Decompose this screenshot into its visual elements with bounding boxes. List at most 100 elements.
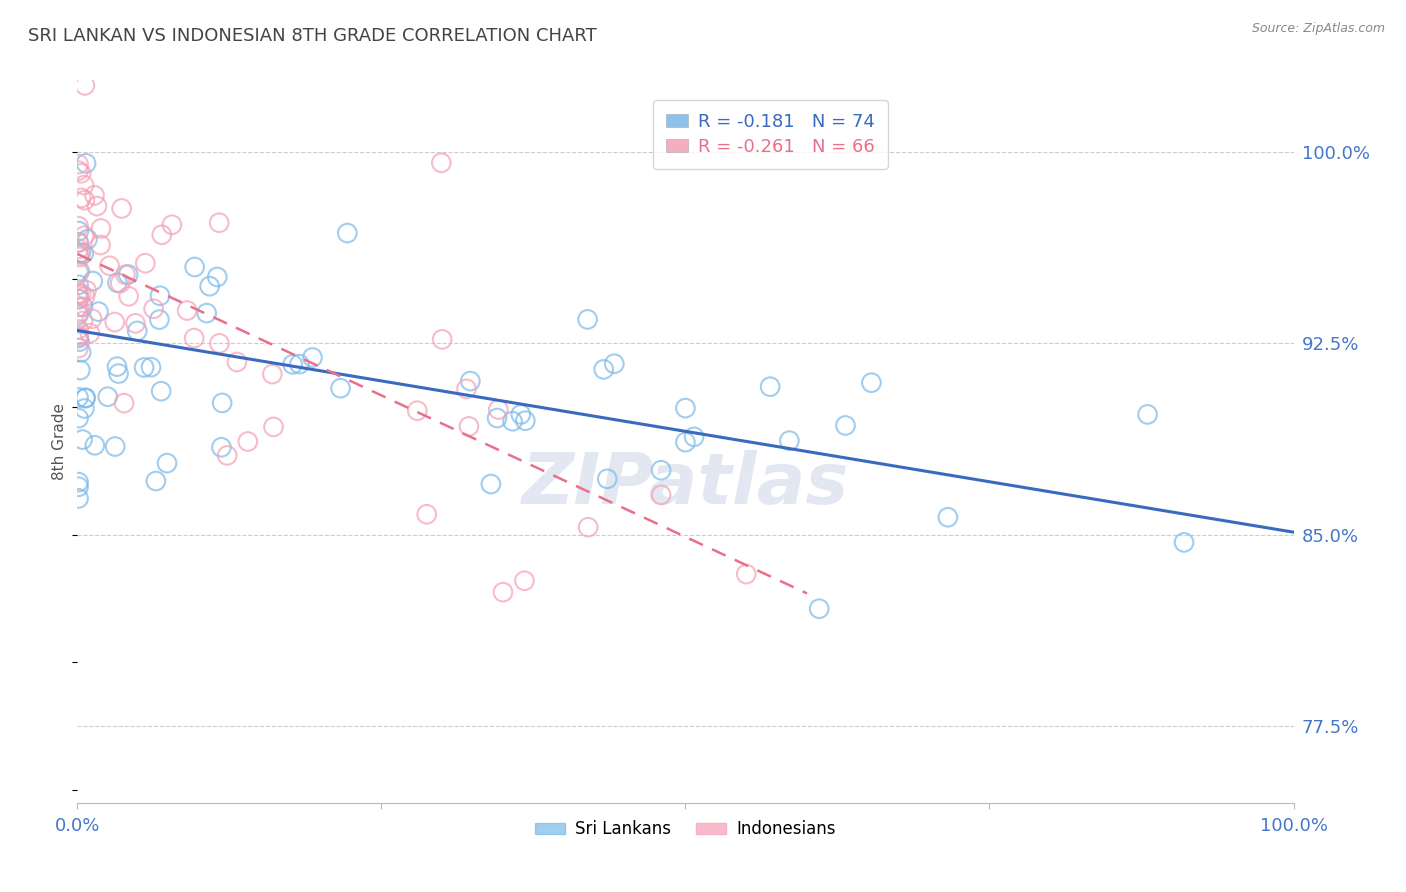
Point — [82, 274, 104, 288]
Point — [150, 227, 173, 242]
Point — [67, 288, 90, 302]
Legend: Sri Lankans, Indonesians: Sri Lankans, Indonesians — [529, 814, 842, 845]
Point — [73, 228, 96, 243]
Point — [67, 286, 90, 301]
Point — [117, 268, 139, 282]
Text: Source: ZipAtlas.com: Source: ZipAtlas.com — [1251, 22, 1385, 36]
Point — [67, 266, 90, 280]
Point — [460, 374, 482, 388]
Point — [301, 351, 323, 365]
Point — [104, 315, 127, 329]
Point — [509, 408, 531, 422]
Point — [104, 440, 127, 454]
Point — [67, 219, 90, 234]
Point — [75, 391, 97, 405]
Point — [132, 360, 155, 375]
Point — [83, 188, 105, 202]
Point — [107, 276, 129, 290]
Point — [67, 235, 90, 250]
Point — [67, 163, 90, 178]
Point — [263, 420, 285, 434]
Point — [1173, 535, 1195, 549]
Point — [80, 311, 103, 326]
Text: SRI LANKAN VS INDONESIAN 8TH GRADE CORRELATION CHART: SRI LANKAN VS INDONESIAN 8TH GRADE CORRE… — [28, 27, 598, 45]
Point — [149, 289, 172, 303]
Point — [67, 277, 90, 292]
Point — [808, 601, 831, 615]
Point — [67, 157, 90, 171]
Point — [486, 402, 509, 417]
Point — [759, 379, 782, 393]
Point — [73, 289, 96, 303]
Point — [148, 312, 170, 326]
Point — [207, 270, 229, 285]
Point — [69, 264, 91, 278]
Point — [67, 224, 90, 238]
Point — [72, 433, 94, 447]
Point — [288, 357, 311, 371]
Point — [430, 155, 453, 169]
Point — [336, 226, 359, 240]
Point — [458, 419, 481, 434]
Point — [83, 438, 105, 452]
Point — [576, 312, 599, 326]
Point — [150, 384, 173, 399]
Point — [176, 303, 198, 318]
Point — [486, 411, 509, 425]
Point — [114, 268, 136, 282]
Point — [72, 314, 94, 328]
Text: ZIPatlas: ZIPatlas — [522, 450, 849, 519]
Point — [67, 292, 90, 306]
Point — [69, 334, 91, 349]
Point — [67, 411, 90, 425]
Point — [208, 336, 231, 351]
Point — [134, 256, 156, 270]
Point — [90, 221, 112, 235]
Point — [67, 391, 90, 405]
Point — [217, 449, 239, 463]
Point — [73, 178, 96, 193]
Point — [515, 414, 537, 428]
Point — [142, 301, 165, 316]
Point — [492, 585, 515, 599]
Point — [211, 440, 233, 454]
Point — [67, 300, 90, 314]
Point — [576, 520, 599, 534]
Point — [67, 331, 90, 345]
Point — [1136, 408, 1159, 422]
Point — [513, 574, 536, 588]
Point — [160, 218, 183, 232]
Point — [73, 78, 96, 93]
Point — [124, 316, 146, 330]
Point — [479, 477, 502, 491]
Point — [70, 166, 93, 180]
Point — [97, 390, 120, 404]
Point — [75, 391, 97, 405]
Point — [834, 418, 856, 433]
Point — [86, 199, 108, 213]
Point — [87, 304, 110, 318]
Point — [183, 260, 205, 274]
Point — [416, 508, 439, 522]
Point — [281, 357, 304, 371]
Point — [139, 360, 162, 375]
Point — [195, 306, 218, 320]
Point — [226, 355, 249, 369]
Point — [73, 401, 96, 416]
Point — [75, 156, 97, 170]
Point — [502, 414, 524, 428]
Point — [67, 328, 90, 343]
Point — [70, 345, 93, 359]
Point — [69, 250, 91, 264]
Point — [72, 246, 94, 260]
Point — [67, 306, 90, 320]
Point — [145, 474, 167, 488]
Point — [112, 396, 135, 410]
Point — [683, 430, 706, 444]
Point — [67, 308, 90, 322]
Point — [98, 259, 121, 273]
Point — [67, 235, 90, 250]
Point — [67, 491, 90, 506]
Point — [329, 381, 352, 395]
Point — [208, 216, 231, 230]
